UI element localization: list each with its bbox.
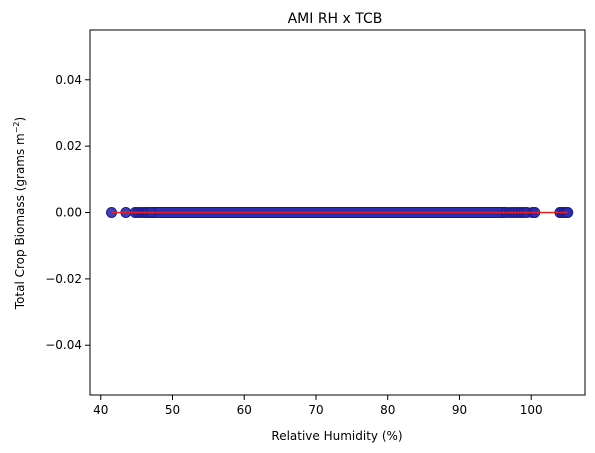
x-axis: 40 50 60 70 80 90 100 [93,395,543,417]
y-axis-label-close: ) [13,117,27,122]
y-tick-label: −0.02 [45,272,82,286]
x-tick-label: 80 [380,403,395,417]
y-tick-label: −0.04 [45,338,82,352]
y-axis-label: Total Crop Biomass (grams m−2) [12,117,27,310]
x-axis-label: Relative Humidity (%) [271,429,402,443]
x-tick-label: 40 [93,403,108,417]
x-tick-label: 50 [165,403,180,417]
y-axis: −0.04 −0.02 0.00 0.02 0.04 [45,73,90,352]
y-tick-label: 0.04 [55,73,82,87]
y-tick-label: 0.02 [55,139,82,153]
x-tick-label: 100 [520,403,543,417]
y-axis-label-main: Total Crop Biomass (grams m [13,133,27,310]
x-tick-label: 70 [308,403,323,417]
y-tick-label: 0.00 [55,206,82,220]
x-tick-label: 90 [452,403,467,417]
chart-title: AMI RH x TCB [288,11,383,27]
x-tick-label: 60 [237,403,252,417]
y-axis-label-exponent: −2 [12,121,21,133]
